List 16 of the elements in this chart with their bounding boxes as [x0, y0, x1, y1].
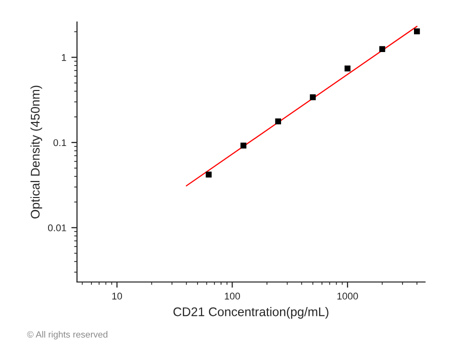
point: [414, 28, 420, 34]
point: [344, 66, 350, 72]
point: [379, 46, 386, 52]
x-tick-label: 10: [112, 292, 122, 300]
y-tick-label: 0.1: [53, 139, 66, 146]
point: [275, 118, 282, 124]
text: © All rights reserved: [27, 331, 108, 340]
point: [310, 94, 316, 100]
x-axis-title: CD21 Concentration(pg/mL): [173, 307, 328, 319]
point: [240, 142, 246, 149]
y-axis-title: Optical Density (450nm): [30, 86, 42, 218]
y-tick-label: 1: [62, 54, 66, 61]
x-tick-label: 100: [224, 292, 240, 300]
point: [206, 172, 212, 178]
x-tick-label: 1000: [337, 292, 358, 300]
y-tick-label: 0.01: [48, 224, 66, 232]
